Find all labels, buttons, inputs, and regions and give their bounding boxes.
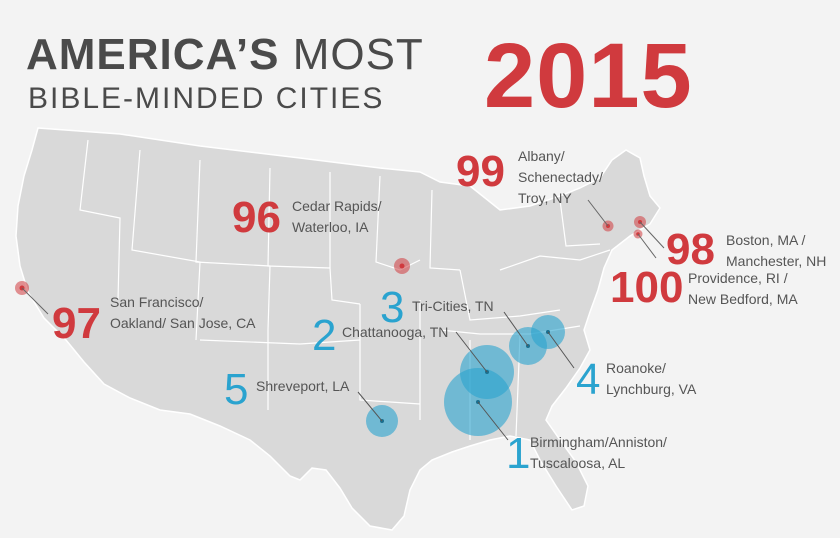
city-100: Providence, RI / New Bedford, MA [688, 270, 798, 307]
city-97: San Francisco/ Oakland/ San Jose, CA [110, 294, 256, 331]
rank-1: 1 [506, 429, 531, 478]
city-2: Chattanooga, TN [342, 324, 449, 340]
city-3: Tri-Cities, TN [412, 298, 494, 314]
city-1: Birmingham/Anniston/ Tuscaloosa, AL [530, 434, 667, 471]
rank-96: 96 [232, 193, 281, 242]
rank-100: 100 [610, 263, 684, 312]
rank-4: 4 [576, 355, 601, 404]
rank-2: 2 [312, 311, 337, 360]
title-year: 2015 [484, 25, 693, 127]
rank-5: 5 [224, 365, 249, 414]
title-line-1: AMERICA’S MOST [26, 30, 424, 79]
rank-97: 97 [52, 299, 101, 348]
rank-99: 99 [456, 147, 505, 196]
title-line-2: BIBLE-MINDED CITIES [28, 82, 385, 115]
state-lines [79, 139, 611, 440]
blue-leaders [357, 311, 575, 441]
city-96: Cedar Rapids/ Waterloo, IA [292, 198, 382, 235]
city-5: Shreveport, LA [256, 378, 350, 394]
city-98: Boston, MA / Manchester, NH [726, 232, 827, 269]
rank-98: 98 [666, 225, 715, 274]
red-leaders [21, 199, 665, 315]
city-99: Albany/ Schenectady/ Troy, NY [518, 148, 603, 206]
rank-3: 3 [380, 283, 405, 332]
city-4: Roanoke/ Lynchburg, VA [606, 360, 697, 397]
us-map-outline [15, 127, 661, 531]
